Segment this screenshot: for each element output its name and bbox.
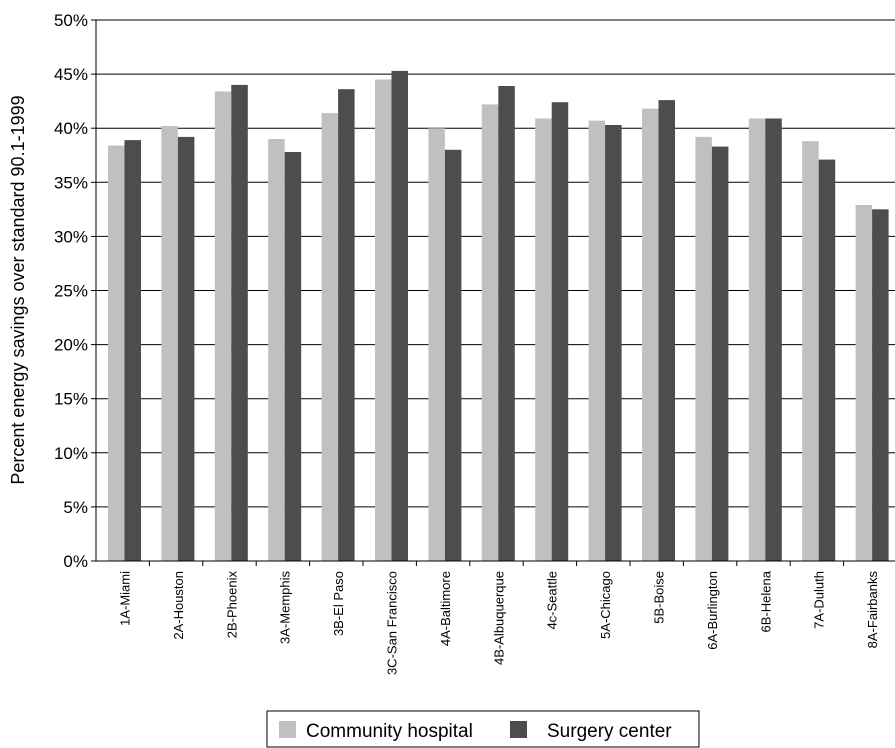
bar-community-hospital — [748, 118, 766, 561]
legend-frame — [266, 710, 700, 748]
y-tick-label: 25% — [54, 282, 88, 301]
bar-surgery-center — [391, 70, 408, 562]
bar-surgery-center — [444, 149, 462, 562]
legend-label-surgery-center: Surgery center — [547, 721, 672, 742]
bar-surgery-center — [231, 84, 248, 562]
bar-surgery-center — [872, 209, 889, 562]
legend-swatch-surgery-center — [510, 721, 527, 738]
bars — [108, 70, 889, 562]
y-axis-title: Percent energy savings over standard 90.… — [8, 95, 28, 484]
bar-surgery-center — [658, 100, 675, 561]
x-tick-label: 5A-Chicago — [598, 571, 613, 639]
x-tick-label: 7A-Duluth — [812, 571, 827, 629]
y-tick-label: 15% — [54, 390, 88, 409]
y-tick-label: 5% — [63, 498, 88, 517]
bar-community-hospital — [375, 79, 392, 561]
y-tick-label: 45% — [54, 65, 88, 84]
y-tick-label: 50% — [54, 11, 88, 30]
bar-community-hospital — [855, 205, 873, 561]
bar-community-hospital — [428, 128, 445, 561]
y-tick-label: 20% — [54, 336, 88, 355]
bar-surgery-center — [338, 89, 355, 561]
legend-label-community-hospital: Community hospital — [306, 721, 473, 742]
x-tick-label: 3B-El Paso — [331, 571, 346, 636]
bar-community-hospital — [695, 136, 712, 561]
x-tick-labels: 1A-Miami 2A-Houston 2B-Phoenix 3A-Memphis 3B… — [118, 561, 880, 675]
bar-surgery-center — [711, 146, 729, 561]
bar-community-hospital — [642, 108, 659, 561]
bar-community-hospital — [588, 120, 606, 561]
bar-community-hospital — [802, 141, 819, 561]
y-tick-labels: 0% 5% 10% 15% 20% 25% 30% 35% 40% 45% 50% — [54, 11, 96, 571]
bar-community-hospital — [214, 91, 232, 562]
bar-community-hospital — [161, 126, 178, 561]
bar-surgery-center — [124, 140, 141, 561]
x-tick-label: 4B-Albuquerque — [491, 571, 506, 665]
y-tick-label: 10% — [54, 444, 88, 463]
x-tick-label: 6A-Burlington — [705, 571, 720, 650]
x-tick-label: 2B-Phoenix — [224, 571, 239, 639]
bar-community-hospital — [535, 118, 552, 561]
x-tick-label: 3A-Memphis — [278, 571, 293, 644]
x-tick-label: 3C-San Francisco — [385, 571, 400, 675]
x-tick-label: 5B-Boise — [652, 571, 667, 624]
y-tick-label: 35% — [54, 173, 88, 192]
bar-surgery-center — [498, 86, 515, 561]
bar-surgery-center — [818, 159, 836, 561]
legend: Community hospital Surgery center — [266, 710, 700, 748]
x-tick-label: 1A-Miami — [118, 571, 133, 626]
bar-surgery-center — [765, 118, 782, 561]
bar-community-hospital — [268, 139, 285, 561]
bar-surgery-center — [177, 136, 195, 561]
bar-surgery-center — [551, 102, 569, 561]
x-tick-label: 2A-Houston — [171, 571, 186, 640]
bar-surgery-center — [605, 125, 622, 561]
x-tick-label: 4c-Seattle — [545, 571, 560, 630]
y-tick-label: 40% — [54, 119, 88, 138]
bar-community-hospital — [321, 113, 339, 561]
bar-surgery-center — [284, 152, 302, 561]
y-tick-label: 30% — [54, 227, 88, 246]
bar-community-hospital — [108, 145, 125, 561]
bar-community-hospital — [481, 104, 499, 562]
x-tick-label: 6B-Helena — [758, 570, 773, 632]
legend-swatch-community-hospital — [279, 721, 296, 738]
x-tick-label: 4A-Baltimore — [438, 571, 453, 646]
y-tick-label: 0% — [63, 552, 88, 571]
x-tick-label: 8A-Fairbanks — [865, 571, 880, 649]
